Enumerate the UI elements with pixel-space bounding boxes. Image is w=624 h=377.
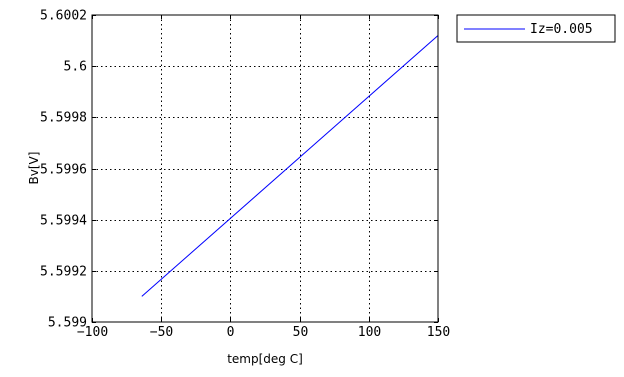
- x-axis-label: temp[deg C]: [227, 352, 303, 366]
- y-tick-label: 5.5996: [40, 163, 87, 178]
- y-tick-label: 5.5992: [40, 265, 87, 280]
- legend: Iz=0.005: [456, 14, 616, 43]
- y-tick-label: 5.5994: [40, 214, 87, 229]
- x-tick-label: 100: [358, 325, 381, 340]
- y-tick-label: 5.6002: [40, 9, 87, 24]
- y-axis-label: Bv[V]: [27, 152, 41, 185]
- y-tick-label: 5.5998: [40, 111, 87, 126]
- y-tick-label: 5.599: [48, 316, 87, 331]
- x-tick-label: 50: [293, 325, 309, 340]
- y-axis-ticks: 5.599 5.5992 5.5994 5.5996 5.5998 5.6 5.6002: [40, 9, 438, 331]
- x-tick-label: 150: [427, 325, 450, 340]
- series-layer: [141, 35, 439, 297]
- series-line: [141, 35, 439, 297]
- x-axis-ticks: −100 −50 0 50 100 150: [77, 15, 450, 340]
- x-tick-label: 0: [227, 325, 235, 340]
- y-tick-label: 5.6: [64, 60, 87, 75]
- x-tick-label: −100: [77, 325, 108, 340]
- x-tick-label: −50: [150, 325, 173, 340]
- grid-lines: [92, 15, 438, 322]
- plot-area-frame: [91, 14, 439, 323]
- legend-entry-label: Iz=0.005: [530, 22, 593, 37]
